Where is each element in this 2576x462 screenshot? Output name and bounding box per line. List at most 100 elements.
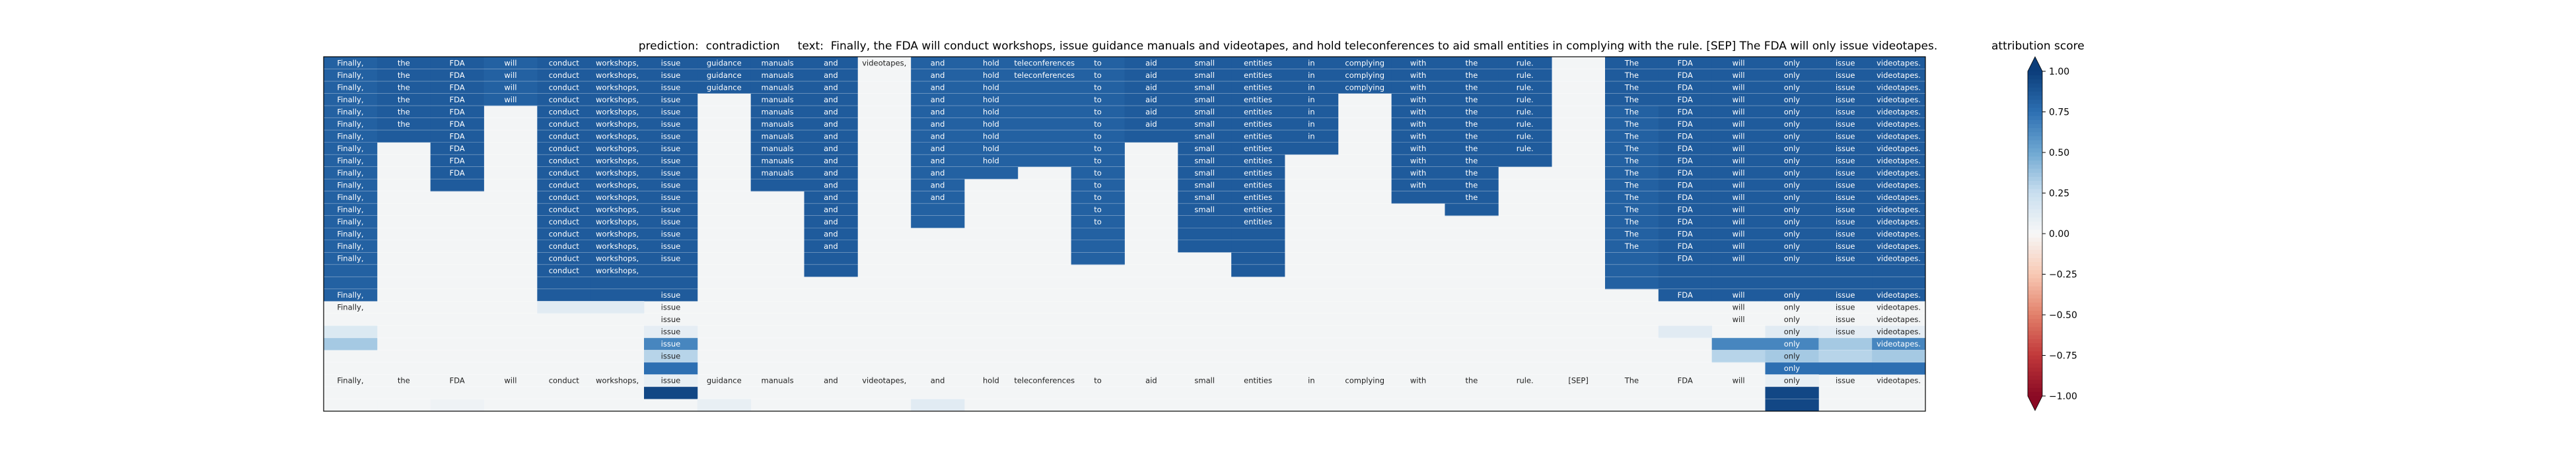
- colorbar-segment: [2028, 197, 2042, 202]
- cell-token-label: FDA: [450, 58, 465, 67]
- heatmap-cell: [644, 57, 698, 69]
- heatmap-cell: [1765, 81, 1819, 94]
- heatmap-cell: [644, 179, 698, 192]
- heatmap-cell: [1711, 350, 1766, 363]
- cell-token-label: entities: [1244, 107, 1272, 116]
- cell-token-label: with: [1410, 376, 1426, 385]
- colorbar-segment: [2028, 249, 2042, 255]
- heatmap-cell: [1445, 203, 1499, 216]
- heatmap-cell: [1285, 117, 1339, 131]
- heatmap-cell: [376, 69, 431, 82]
- heatmap-cell: [750, 179, 805, 192]
- heatmap-cell: [1711, 215, 1766, 228]
- cell-token-label: workshops,: [596, 58, 639, 67]
- cell-token-label: manuals: [762, 58, 794, 67]
- cell-token-label: the: [1465, 58, 1478, 67]
- colorbar-segment: [2028, 123, 2042, 129]
- cell-token-label: only: [1784, 95, 1801, 104]
- heatmap-cell: [1391, 191, 1445, 204]
- heatmap-cell: [537, 117, 591, 131]
- cell-token-label: entities: [1244, 95, 1272, 104]
- colorbar-segment: [2028, 387, 2042, 393]
- cell-token-label: videotapes.: [1877, 58, 1921, 67]
- cell-token-label: with: [1410, 82, 1426, 92]
- heatmap-cell: [1872, 240, 1926, 253]
- cell-token-label: The: [1624, 156, 1639, 165]
- heatmap-cell: [430, 69, 484, 82]
- colorbar-segment: [2028, 193, 2042, 198]
- cell-token-label: entities: [1244, 131, 1272, 141]
- cell-token-label: manuals: [762, 144, 794, 153]
- cell-token-label: workshops,: [596, 119, 639, 129]
- cell-token-label: will: [1733, 376, 1745, 385]
- heatmap-cell: [750, 106, 805, 118]
- cell-token-label: issue: [1836, 376, 1855, 385]
- heatmap-cell: [537, 240, 591, 253]
- heatmap-cell: [1818, 142, 1873, 155]
- heatmap-cell: [1765, 106, 1819, 118]
- cell-token-label: to: [1094, 71, 1102, 80]
- colorbar-segment: [2028, 148, 2042, 153]
- colorbar-segment: [2028, 323, 2042, 328]
- cell-token-label: the: [398, 376, 410, 385]
- cell-token-label: workshops,: [596, 217, 639, 226]
- heatmap-cell: [1658, 325, 1713, 339]
- cell-token-label: Finally,: [337, 180, 363, 189]
- heatmap-cell: [1338, 69, 1392, 82]
- heatmap-cell: [1231, 57, 1285, 69]
- cell-token-label: the: [398, 95, 410, 104]
- colorbar-tick-label: 1.00: [2049, 67, 2069, 77]
- colorbar-segment: [2028, 282, 2042, 287]
- cell-token-label: and: [824, 168, 838, 178]
- cell-token-label: entities: [1244, 71, 1272, 80]
- cell-token-label: complying: [1345, 71, 1384, 80]
- cell-token-label: issue: [661, 290, 681, 300]
- heatmap-cell: [964, 166, 1019, 180]
- heatmap-cell: [1605, 203, 1659, 216]
- cell-token-label: in: [1308, 95, 1314, 104]
- heatmap-cell: [911, 154, 965, 168]
- colorbar-segment: [2028, 100, 2042, 104]
- cell-token-label: FDA: [1678, 95, 1693, 104]
- heatmap-cell: [1765, 374, 1819, 387]
- cell-token-label: issue: [1836, 180, 1855, 189]
- heatmap-cell: [1071, 93, 1125, 106]
- cell-token-label: entities: [1244, 193, 1272, 202]
- heatmap-cell: [1872, 203, 1926, 216]
- heatmap-cell: [1231, 191, 1285, 204]
- cell-token-label: will: [1733, 217, 1745, 226]
- heatmap-cell: [537, 252, 591, 265]
- heatmap-cell: [1818, 106, 1873, 118]
- cell-token-label: FDA: [450, 156, 465, 165]
- heatmap-cell: [964, 69, 1019, 82]
- heatmap-cell: [1017, 130, 1072, 143]
- cell-token-label: issue: [1836, 144, 1855, 153]
- cell-token-label: FDA: [450, 71, 465, 80]
- heatmap-cell: [1818, 117, 1873, 131]
- heatmap-cell: [1872, 337, 1926, 350]
- cell-token-label: the: [398, 71, 410, 80]
- colorbar-segment: [2028, 238, 2042, 242]
- colorbar-segment: [2028, 152, 2042, 157]
- heatmap-cell: [1872, 117, 1926, 131]
- cell-token-label: rule.: [1517, 58, 1534, 67]
- cell-token-label: will: [1733, 193, 1745, 202]
- heatmap-cell: [1711, 69, 1766, 82]
- cell-token-label: and: [824, 107, 838, 116]
- cell-token-label: conduct: [549, 58, 580, 67]
- heatmap-cell: [590, 252, 645, 265]
- heatmap-cell: [1445, 154, 1499, 168]
- colorbar-segment: [2028, 185, 2042, 189]
- heatmap-cell: [1605, 166, 1659, 180]
- heatmap-cell: [537, 142, 591, 155]
- colorbar-segment: [2028, 315, 2042, 319]
- heatmap-cell: [964, 154, 1019, 168]
- cell-token-label: the: [1465, 95, 1478, 104]
- cell-token-label: conduct: [549, 168, 580, 178]
- heatmap-cell: [1658, 106, 1713, 118]
- cell-token-label: and: [824, 82, 838, 92]
- heatmap-cell: [1658, 81, 1713, 94]
- cell-token-label: FDA: [450, 82, 465, 92]
- heatmap-cell: [1711, 93, 1766, 106]
- cell-token-label: hold: [983, 131, 999, 141]
